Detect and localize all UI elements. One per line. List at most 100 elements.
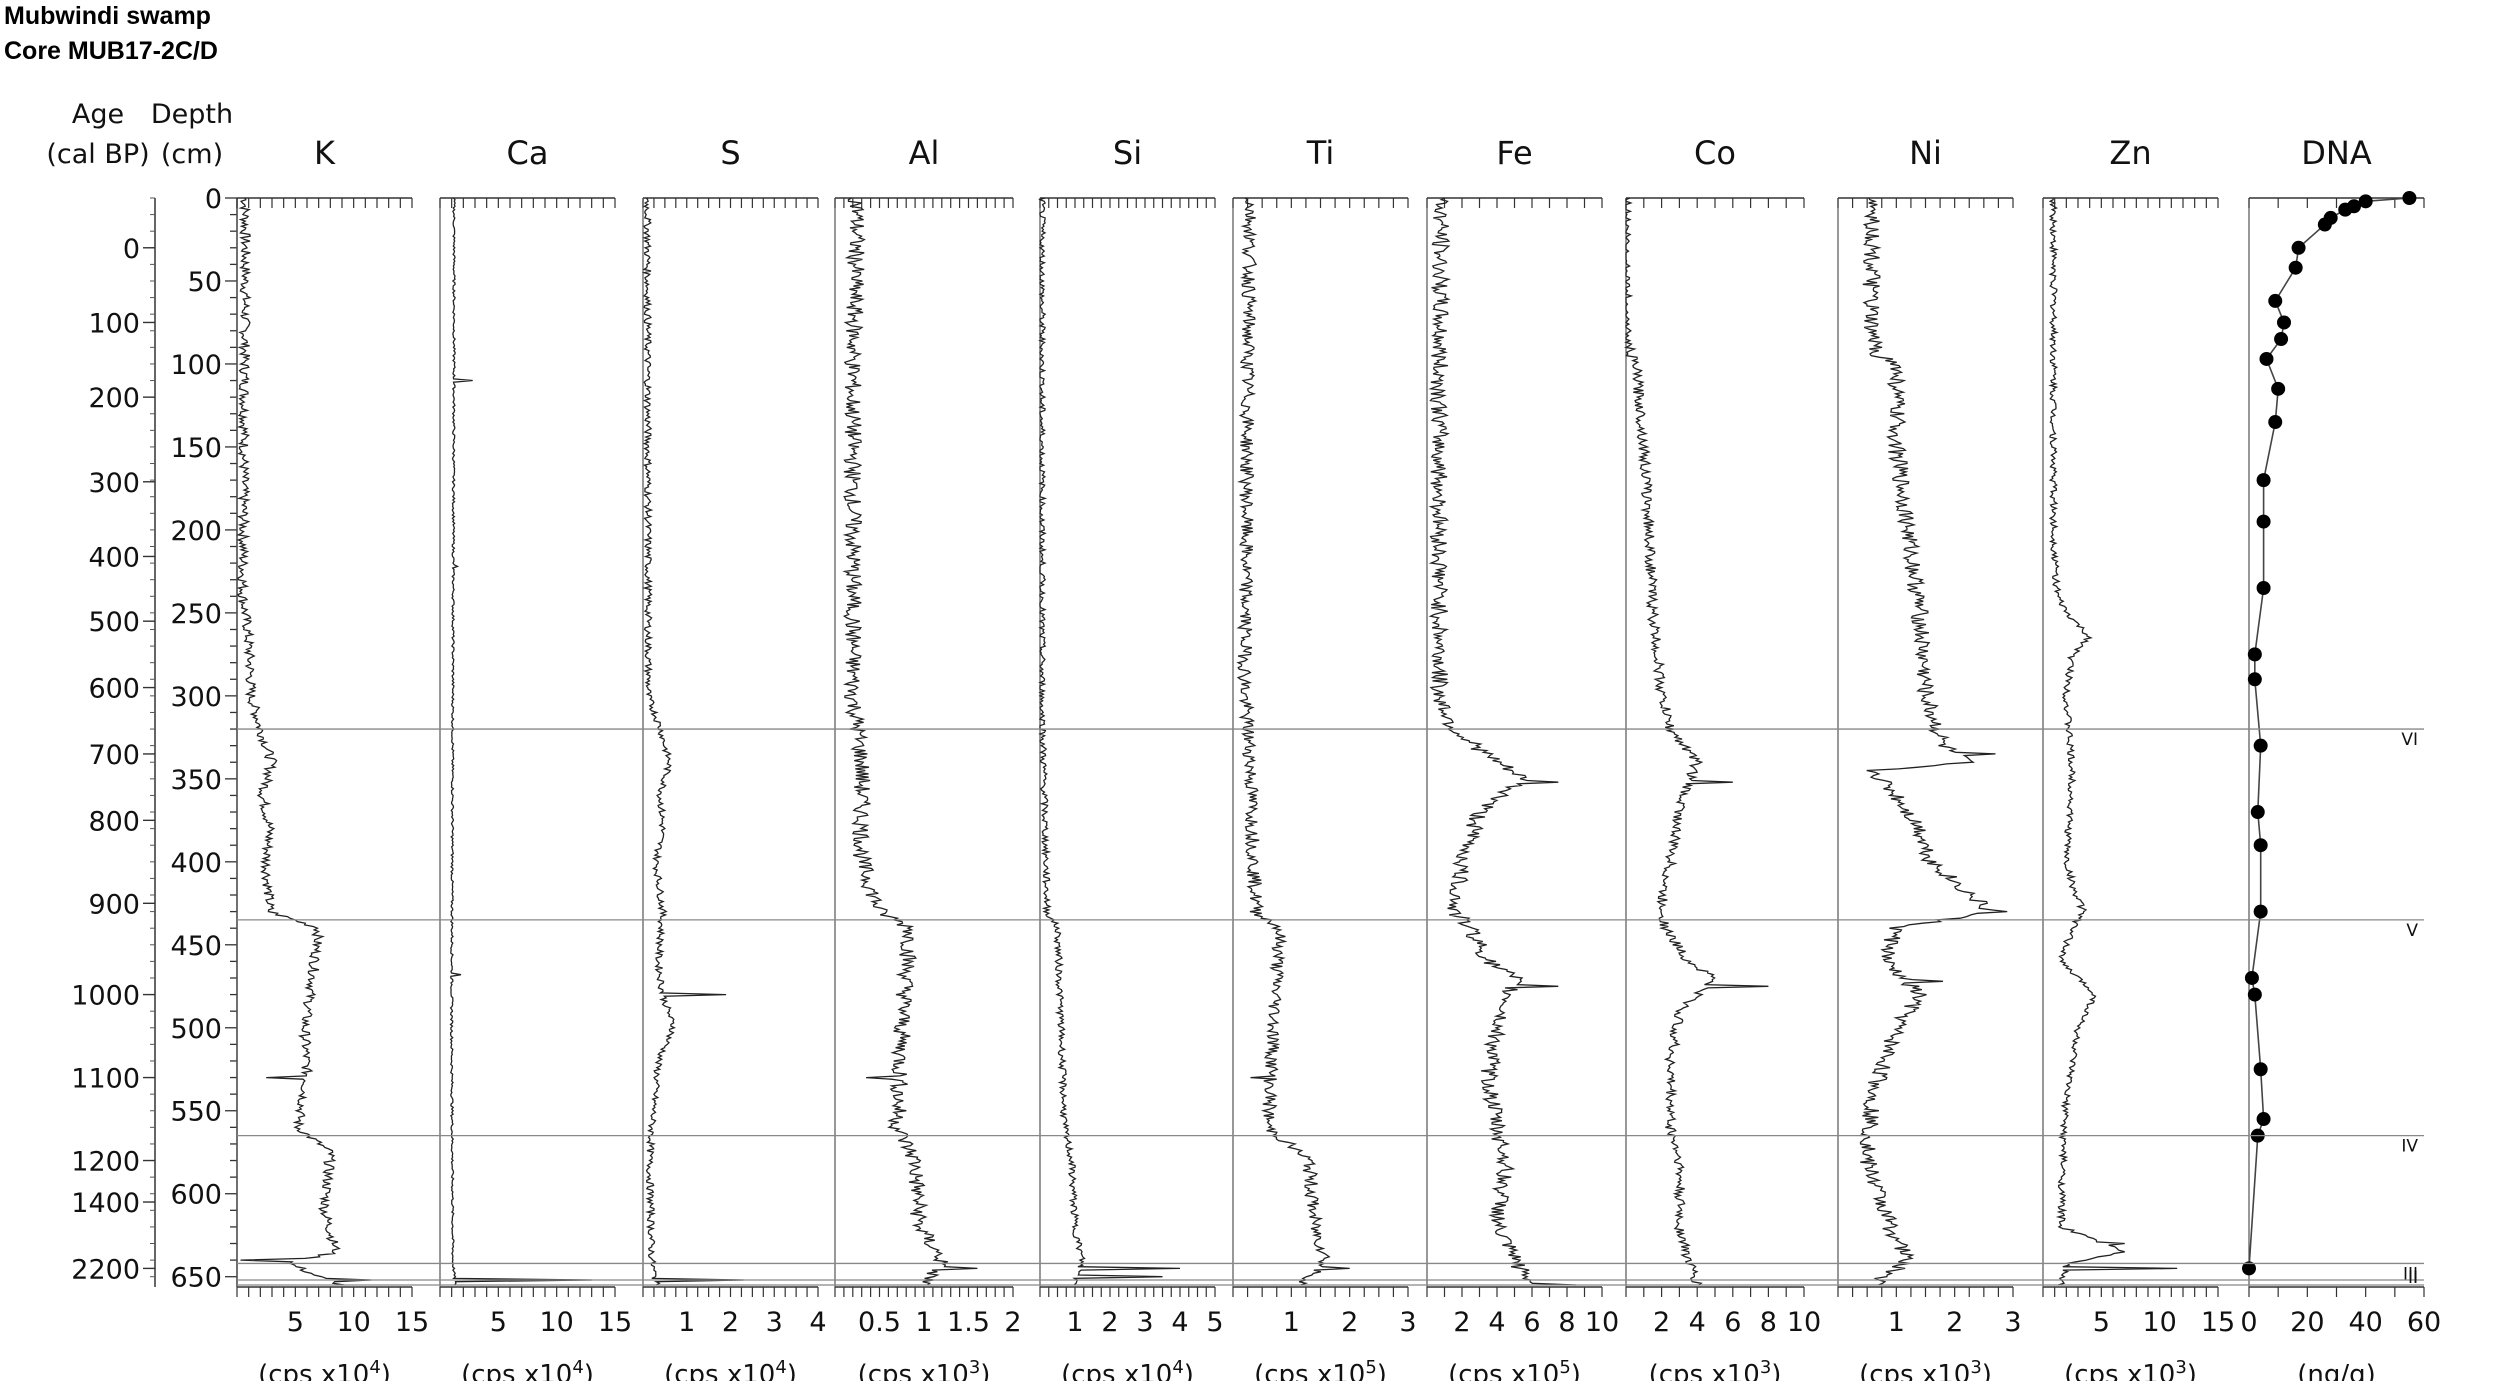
x-tick-label-co: 6 [1724, 1307, 1741, 1338]
series-line-fe [1428, 197, 1576, 1286]
depth-tick-label: 300 [170, 682, 222, 713]
depth-tick-label: 600 [170, 1180, 222, 1211]
age-tick-label: 300 [88, 468, 140, 499]
depth-tick-label: 400 [170, 848, 222, 879]
panel-title-fe: Fe [1496, 134, 1532, 172]
x-tick-label-k: 15 [395, 1307, 429, 1338]
data-point-dna [2256, 514, 2271, 529]
x-tick-label-co: 2 [1653, 1307, 1670, 1338]
panel-ni: Ni 1 2 3 (cps x103) [1837, 134, 2022, 1381]
panel-title-zn: Zn [2109, 134, 2151, 172]
panel-title-al: Al [909, 134, 940, 172]
x-tick-label-dna: 20 [2290, 1307, 2324, 1338]
panel-s: S 1 2 3 4 (cps x104) [641, 134, 827, 1381]
panel-title-ca: Ca [507, 134, 549, 172]
x-tick-label-co: 10 [1787, 1307, 1821, 1338]
depth-tick-label: 200 [170, 516, 222, 547]
panel-co: Co 2 4 6 8 10(cps x103) [1624, 134, 1821, 1381]
panel-k: K 5 10 15(cps x104) [236, 134, 429, 1381]
panel-dna: DNA 0 20 40 60 (ng/g) [2240, 134, 2441, 1381]
data-point-dna [2291, 240, 2306, 255]
x-tick-label-ca: 15 [598, 1307, 632, 1338]
data-point-dna [2402, 191, 2417, 205]
panel-ca: Ca 5 10 15(cps x104) [439, 134, 632, 1381]
data-point-dna [2253, 738, 2268, 753]
x-tick-label-dna: 40 [2348, 1307, 2382, 1338]
age-axis-label-line-1: Age [72, 99, 124, 130]
x-tick-label-zn: 15 [2201, 1307, 2235, 1338]
panel-title-si: Si [1113, 134, 1142, 172]
x-tick-label-co: 8 [1760, 1307, 1777, 1338]
x-tick-label-fe: 8 [1558, 1307, 1575, 1338]
data-point-dna [2268, 293, 2283, 308]
depth-tick-label: 100 [170, 350, 222, 381]
x-tick-label-al: 2 [1004, 1307, 1021, 1338]
age-tick-label: 0 [123, 234, 140, 265]
panel-ti: Ti 1 2 3 (cps x105) [1232, 134, 1417, 1381]
zone-label: V [2406, 921, 2418, 941]
data-point-dna [2247, 672, 2262, 687]
depth-tick-label: 50 [188, 267, 222, 298]
x-tick-label-ca: 5 [490, 1307, 507, 1338]
x-tick-label-fe: 4 [1488, 1307, 1505, 1338]
depth-tick-label: 0 [205, 184, 222, 215]
data-point-dna [2250, 805, 2265, 820]
x-tick-label-ni: 2 [1946, 1307, 1963, 1338]
data-point-dna [2317, 217, 2332, 232]
age-tick-label: 800 [88, 806, 140, 837]
data-point-dna [2242, 1261, 2256, 1276]
unit-label-ni: (cps x103) [1859, 1357, 1992, 1381]
data-point-dna [2244, 970, 2259, 985]
x-tick-label-k: 5 [287, 1307, 304, 1338]
x-tick-label-co: 4 [1689, 1307, 1706, 1338]
depth-tick-label: 650 [170, 1263, 222, 1294]
x-tick-label-si: 3 [1136, 1307, 1153, 1338]
x-tick-label-si: 2 [1101, 1307, 1118, 1338]
x-tick-label-s: 2 [722, 1307, 739, 1338]
panel-title-ti: Ti [1306, 134, 1334, 172]
data-point-dna [2274, 332, 2289, 347]
age-tick-label: 600 [88, 674, 140, 705]
x-tick-label-s: 1 [678, 1307, 695, 1338]
data-point-dna [2288, 260, 2303, 275]
data-point-dna [2277, 315, 2291, 330]
data-point-dna [2271, 381, 2286, 396]
zone-label: IV [2401, 1137, 2418, 1157]
x-tick-label-al: 1 [915, 1307, 932, 1338]
depth-axis-label-line-1: Depth [151, 99, 233, 130]
panel-title-dna: DNA [2301, 134, 2372, 172]
depth-tick-label: 500 [170, 1014, 222, 1045]
x-tick-label-dna: 60 [2407, 1307, 2441, 1338]
age-tick-label: 1100 [71, 1064, 140, 1095]
age-tick-label: 100 [88, 308, 140, 339]
x-tick-label-al: 0.5 [858, 1307, 901, 1338]
x-tick-label-ni: 1 [1888, 1307, 1905, 1338]
x-tick-label-ti: 1 [1283, 1307, 1300, 1338]
unit-label-si: (cps x104) [1061, 1357, 1194, 1381]
x-tick-label-ti: 2 [1341, 1307, 1358, 1338]
unit-label-al: (cps x103) [858, 1357, 991, 1381]
panel-title-co: Co [1694, 134, 1736, 172]
depth-tick-label: 450 [170, 931, 222, 962]
panel-fe: Fe 2 4 6 8 10(cps x105) [1426, 134, 1619, 1381]
series-line-si [1038, 197, 1181, 1286]
unit-label-s: (cps x104) [664, 1357, 797, 1381]
chart-title-line-1: Mubwindi swamp [4, 2, 211, 30]
age-tick-label: 1200 [71, 1147, 140, 1178]
x-tick-label-al: 1.5 [947, 1307, 990, 1338]
depth-tick-label: 250 [170, 599, 222, 630]
chart-title-line-2: Core MUB17-2C/D [4, 37, 218, 65]
age-axis-label-line-2: (cal BP) [46, 139, 149, 170]
data-point-dna [2253, 838, 2268, 853]
x-tick-label-fe: 2 [1453, 1307, 1470, 1338]
x-tick-label-ti: 3 [1399, 1307, 1416, 1338]
age-tick-label: 1000 [71, 981, 140, 1012]
series-line-ni [1859, 197, 2008, 1286]
data-point-dna [2256, 1112, 2271, 1127]
age-tick-label: 500 [88, 607, 140, 638]
series-line-ca [449, 197, 592, 1286]
series-line-al [842, 197, 978, 1286]
zone-label: I [2413, 1268, 2418, 1288]
depth-tick-label: 350 [170, 765, 222, 796]
